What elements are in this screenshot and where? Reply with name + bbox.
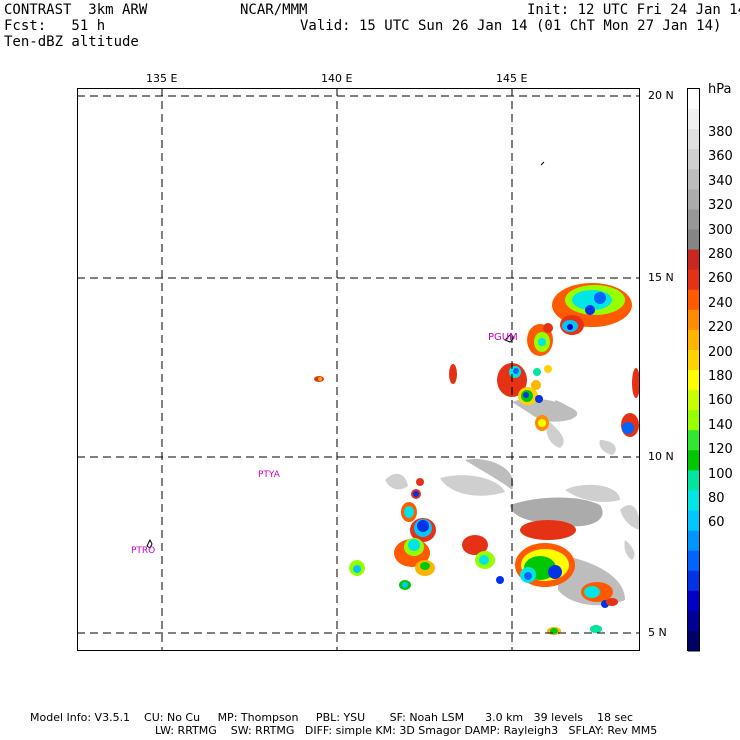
colorbar-swatch — [688, 109, 700, 130]
field-name: Ten-dBZ altitude — [4, 34, 139, 50]
colorbar-swatch — [688, 410, 700, 431]
colorbar-swatch — [688, 189, 700, 210]
colorbar-swatch — [688, 129, 700, 150]
colorbar-unit: hPa — [708, 82, 732, 97]
colorbar-label: 60 — [708, 515, 725, 531]
colorbar-swatch — [688, 510, 700, 532]
colorbar-swatch — [688, 530, 700, 552]
colorbar-label: 300 — [708, 222, 733, 238]
colorbar-label: 320 — [708, 198, 733, 214]
coastline — [146, 95, 545, 549]
colorbar-label: 360 — [708, 149, 733, 165]
station-label: PTYA — [258, 470, 280, 480]
echo-cell — [535, 415, 549, 431]
colorbar-label: 200 — [708, 344, 733, 360]
colorbar-label: 120 — [708, 442, 733, 458]
echo-layer — [314, 283, 640, 635]
graticule — [77, 88, 640, 650]
echo-cell — [410, 518, 436, 542]
colorbar-frame — [687, 88, 700, 651]
lon-label: 140 E — [321, 72, 353, 85]
echo-cell — [462, 535, 504, 584]
colorbar-swatch — [688, 309, 700, 331]
model-info: Model Info: V3.5.1 CU: No Cu MP: Thompso… — [30, 711, 634, 724]
colorbar-swatch — [688, 610, 700, 632]
model-title: CONTRAST 3km ARW — [4, 2, 148, 18]
init-time: Init: 12 UTC Fri 24 Jan 14 — [527, 2, 740, 18]
echo-cell — [515, 520, 576, 587]
colorbar-swatch — [688, 550, 700, 572]
colorbar-swatch — [688, 89, 700, 110]
colorbar-swatch — [688, 269, 700, 291]
colorbar-swatch — [688, 570, 700, 592]
echo-cell — [560, 315, 584, 335]
lon-label: 145 E — [496, 72, 528, 85]
lat-label: 20 N — [648, 89, 674, 102]
colorbar-label: 240 — [708, 295, 733, 311]
forecast-hour: Fcst: 51 h — [4, 18, 106, 34]
echo-cell — [394, 538, 435, 576]
colorbar-label: 260 — [708, 271, 733, 287]
echo-cell — [349, 560, 411, 590]
colorbar-swatch — [688, 289, 700, 311]
colorbar-label: 100 — [708, 466, 733, 482]
colorbar-swatch — [688, 630, 700, 652]
lat-label: 5 N — [648, 626, 667, 639]
echo-cell — [401, 478, 424, 522]
colorbar-swatch — [688, 249, 700, 271]
colorbar-label: 380 — [708, 125, 733, 140]
colorbar-swatch — [688, 149, 700, 170]
lat-label: 15 N — [648, 271, 674, 284]
colorbar-swatch — [688, 329, 700, 351]
organization: NCAR/MMM — [240, 2, 308, 18]
colorbar-swatch — [688, 450, 700, 471]
echo-cell — [314, 364, 457, 384]
colorbar-label: 180 — [708, 369, 733, 384]
colorbar-swatch — [688, 390, 700, 411]
colorbar-swatch — [688, 430, 700, 451]
lon-label: 135 E — [146, 72, 178, 85]
colorbar-swatch — [688, 209, 700, 230]
station-label: PTRO — [131, 546, 156, 556]
colorbar-swatch — [688, 470, 700, 491]
colorbar-swatch — [688, 349, 700, 371]
echo-cell — [621, 368, 640, 437]
physics-info: LW: RRTMG SW: RRTMG DIFF: simple KM: 3D … — [155, 724, 658, 737]
valid-time: Valid: 15 UTC Sun 26 Jan 14 (01 ChT Mon … — [300, 18, 722, 34]
colorbar — [688, 89, 700, 652]
echo-cell — [581, 582, 618, 608]
colorbar-label: 140 — [708, 417, 733, 433]
echo-cell — [531, 323, 553, 390]
colorbar-label: 80 — [708, 491, 725, 506]
colorbar-swatch — [688, 490, 700, 511]
colorbar-swatch — [688, 590, 700, 612]
lat-label: 10 N — [648, 450, 674, 463]
colorbar-label: 220 — [708, 320, 733, 336]
colorbar-swatch — [688, 229, 700, 251]
colorbar-swatch — [688, 370, 700, 391]
colorbar-swatch — [688, 169, 700, 190]
colorbar-label: 280 — [708, 247, 733, 262]
echo-cell — [518, 387, 543, 405]
station-label: PGUM — [488, 332, 518, 343]
colorbar-label: 340 — [708, 173, 733, 189]
colorbar-label: 160 — [708, 393, 733, 409]
map-frame — [77, 88, 640, 651]
